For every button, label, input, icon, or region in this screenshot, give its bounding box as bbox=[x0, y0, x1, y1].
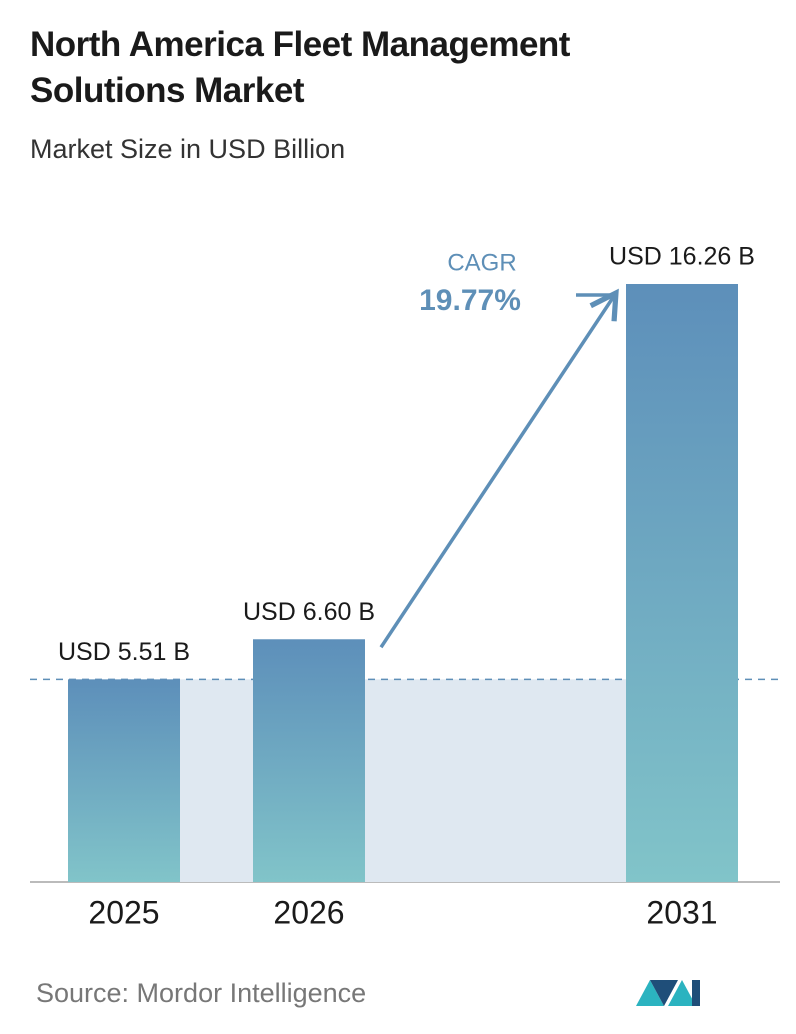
chart: USD 5.51 B 2025 USD 6.60 B 2026 USD 16.26 B 2… bbox=[30, 243, 780, 930]
chart-subtitle: Market Size in USD Billion bbox=[30, 134, 346, 164]
value-label: USD 6.60 B bbox=[243, 598, 375, 626]
x-tick-label: 2026 bbox=[273, 894, 344, 930]
bar bbox=[253, 639, 365, 882]
cagr-label: CAGR bbox=[447, 249, 516, 276]
reference-band bbox=[124, 679, 682, 882]
x-tick-label: 2025 bbox=[88, 894, 159, 930]
bar bbox=[626, 284, 738, 882]
chart-title: North America Fleet Management Solutions… bbox=[30, 25, 570, 110]
value-label: USD 16.26 B bbox=[609, 243, 755, 271]
cagr-value: 19.77% bbox=[419, 284, 521, 317]
x-tick-label: 2031 bbox=[646, 894, 717, 930]
value-label: USD 5.51 B bbox=[58, 638, 190, 666]
source: Source: Mordor Intelligence bbox=[36, 978, 367, 1008]
bar bbox=[68, 679, 180, 882]
logo bbox=[636, 980, 700, 1006]
cagr-arrow bbox=[379, 288, 619, 649]
